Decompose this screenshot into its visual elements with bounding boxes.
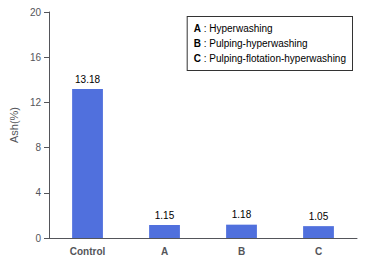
- svg-text:: Hyperwashing: : Hyperwashing: [201, 23, 273, 34]
- svg-text:: Pulping-flotation-hyperwashi: : Pulping-flotation-hyperwashing: [201, 53, 346, 64]
- svg-text:20: 20: [30, 7, 42, 18]
- svg-text:: Pulping-hyperwashing: : Pulping-hyperwashing: [201, 38, 308, 49]
- svg-text:C: C: [315, 246, 322, 257]
- svg-text:8: 8: [35, 142, 41, 153]
- svg-text:16: 16: [30, 52, 42, 63]
- svg-text:C: C: [194, 53, 201, 64]
- svg-text:1.05: 1.05: [309, 211, 329, 222]
- svg-text:4: 4: [35, 187, 41, 198]
- svg-text:Ash(%): Ash(%): [8, 107, 20, 143]
- svg-text:A: A: [161, 246, 168, 257]
- svg-text:0: 0: [35, 233, 41, 244]
- svg-text:B: B: [238, 246, 245, 257]
- svg-text:Control: Control: [70, 246, 106, 257]
- svg-text:B: B: [194, 38, 201, 49]
- svg-text:1.15: 1.15: [155, 210, 175, 221]
- svg-text:13.18: 13.18: [75, 74, 100, 85]
- svg-text:1.18: 1.18: [232, 209, 252, 220]
- svg-text:A: A: [194, 23, 201, 34]
- svg-text:12: 12: [30, 97, 42, 108]
